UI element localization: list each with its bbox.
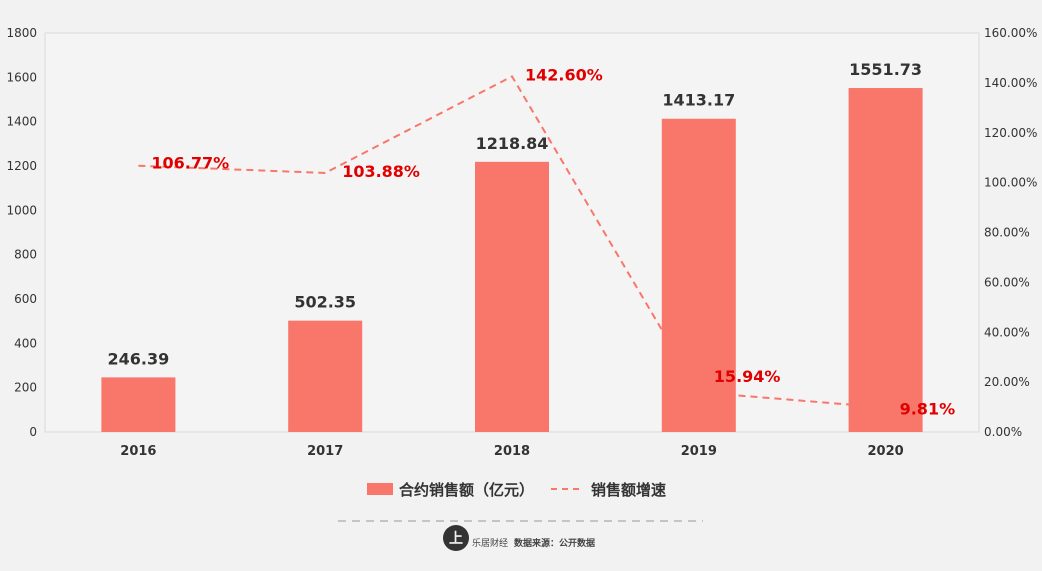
legend-label-line: 销售额增速 <box>591 481 666 499</box>
brand-logo-glyph: 上 <box>449 531 463 547</box>
right-axis-tick-label: 100.00% <box>984 176 1037 190</box>
footer: 上 乐居财经 数据来源：公开数据 <box>443 525 595 551</box>
left-axis-tick-label: 600 <box>14 292 37 306</box>
x-axis-tick-label: 2019 <box>681 444 717 459</box>
x-axis-tick-label: 2017 <box>307 444 343 459</box>
left-axis-tick-label: 1000 <box>6 203 37 217</box>
bar-data-labels: 246.39 502.35 1218.84 1413.17 1551.73 <box>108 60 923 368</box>
bar <box>101 377 176 432</box>
brand-logo <box>443 525 469 551</box>
right-axis-tick-label: 20.00% <box>984 375 1030 389</box>
bar <box>848 88 923 433</box>
legend-label-bar: 合约销售额（亿元） <box>398 481 534 499</box>
line-data-label: 106.77% <box>151 154 229 173</box>
line-data-label: 15.94% <box>714 367 781 386</box>
right-axis-tick-label: 80.00% <box>984 226 1030 240</box>
bar-data-label: 246.39 <box>108 349 170 368</box>
right-axis-tick-label: 140.00% <box>984 76 1037 90</box>
x-axis-tick-label: 2020 <box>868 444 904 459</box>
legend: 合约销售额（亿元） 销售额增速 <box>367 481 666 499</box>
line-data-label: 9.81% <box>900 400 956 419</box>
x-axis-tick-label: 2016 <box>120 444 156 459</box>
left-axis-tick-label: 1200 <box>6 159 37 173</box>
bar-series <box>101 88 923 433</box>
bar <box>475 161 549 433</box>
right-axis-tick-label: 0.00% <box>984 425 1022 439</box>
right-axis-tick-label: 60.00% <box>984 275 1030 289</box>
left-axis-tick-label: 200 <box>14 381 37 395</box>
x-axis-ticks: 2016 2017 2018 2019 2020 <box>120 444 903 459</box>
bar <box>288 320 363 432</box>
line-data-label: 103.88% <box>342 162 420 181</box>
left-axis-tick-label: 400 <box>14 336 37 350</box>
bar-data-label: 1218.84 <box>476 134 549 153</box>
line-data-label: 142.60% <box>525 65 603 84</box>
right-axis-tick-label: 120.00% <box>984 126 1037 140</box>
bar-data-label: 502.35 <box>294 293 356 312</box>
legend-swatch-bar <box>367 483 393 495</box>
bar-data-label: 1413.17 <box>662 91 735 110</box>
x-axis-tick-label: 2018 <box>494 444 530 459</box>
left-axis-tick-label: 1800 <box>6 26 37 40</box>
left-axis-tick-label: 800 <box>14 248 37 262</box>
growth-line <box>138 75 886 409</box>
left-axis-tick-label: 0 <box>29 425 37 439</box>
bar-data-label: 1551.73 <box>849 60 922 79</box>
bar <box>661 118 736 432</box>
data-source: 数据来源：公开数据 <box>514 537 595 549</box>
left-axis-ticks: 0 200 400 600 800 1000 1200 1400 1600 1800 <box>6 26 37 439</box>
left-axis-tick-label: 1600 <box>6 70 37 84</box>
brand-name: 乐居财经 <box>472 537 508 549</box>
line-series <box>138 75 886 409</box>
right-axis-tick-label: 160.00% <box>984 26 1037 40</box>
left-axis-tick-label: 1400 <box>6 115 37 129</box>
right-axis-tick-label: 40.00% <box>984 325 1030 339</box>
line-data-labels: 106.77% 103.88% 142.60% 15.94% 9.81% <box>151 65 955 418</box>
right-axis-ticks: 0.00% 20.00% 40.00% 60.00% 80.00% 100.00% 120.… <box>984 26 1037 439</box>
